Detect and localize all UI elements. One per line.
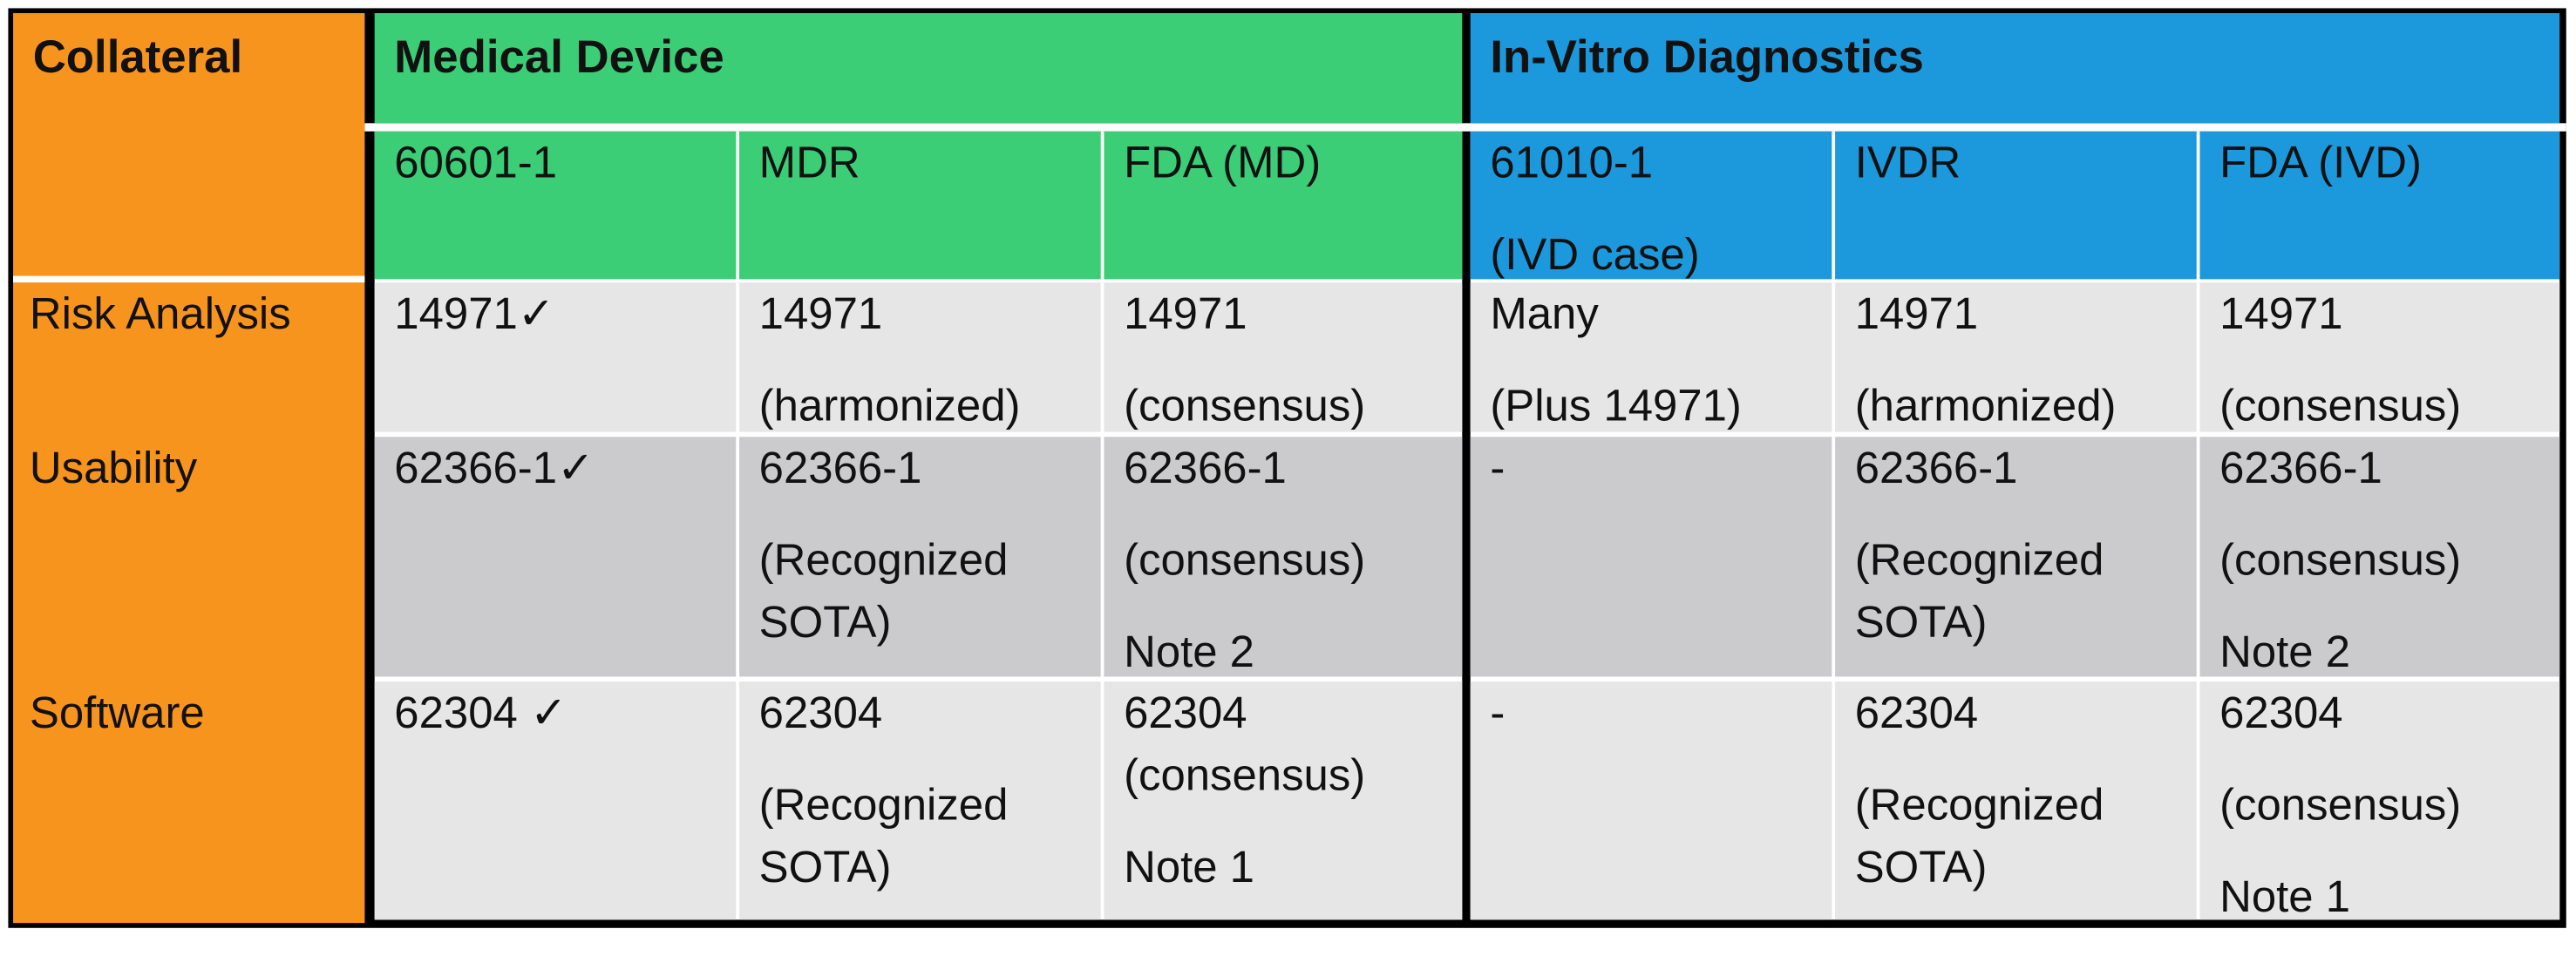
column-header-text: 60601-1 [394,138,558,187]
cell-text: - [1490,443,1505,493]
table-cell: 62366-1 (consensus) Note 2 [2199,437,2560,677]
cell-text: 62366-1 [1124,443,1287,493]
cell-text: (consensus) [2219,780,2462,830]
cell-text: (Recognized SOTA) [1854,780,2104,892]
cell-text: 14971 [1124,288,1247,339]
cell-text: 62304 [1854,688,1979,738]
group-header: Medical Device [374,13,1463,124]
table-cell: 62304 (consensus) Note 1 [2199,681,2560,921]
cell-text: Many [1490,288,1599,339]
cell-text: 62304 [758,688,883,738]
cell-text: (consensus) [1124,381,1366,431]
column-header-text: FDA (IVD) [2219,138,2422,187]
cell-text: 14971 [2219,288,2343,339]
row-label: Software [29,688,205,738]
cell-text: 62366-1 [1854,443,2018,493]
column-header-text: MDR [758,138,860,187]
cell-text: (Recognized SOTA) [758,535,1009,648]
cell-text: (consensus) [2219,381,2462,431]
column-header-text: FDA (MD) [1124,138,1322,187]
column-header: 61010-1 (IVD case) [1470,131,1832,280]
table-cell: 14971 (harmonized) [1835,282,2197,432]
cell-text: (Recognized SOTA) [1854,535,2104,648]
table-cell: 62366-1 (consensus) Note 2 [1104,437,1463,677]
cell-text: 62304 ✓ [394,688,568,738]
table-cell: - [1470,681,1832,920]
cell-text: 14971✓ [394,288,555,339]
table-cell: 62366-1 (Recognized SOTA) [1835,437,2197,677]
table-cell: 62366-1✓ [374,437,737,677]
cell-text: 14971 [1854,288,1979,339]
table-cell: 62304 (consensus) Note 1 [1104,681,1463,920]
cell-text: Note 2 [1124,627,1255,677]
table-cell: 14971✓ [374,282,737,432]
column-header: FDA (MD) [1104,131,1463,280]
divider [364,123,2566,132]
column-header-text: (IVD case) [1490,229,1700,280]
column-header: 60601-1 [374,131,737,280]
table-cell: 62304 (Recognized SOTA) [739,681,1101,920]
column-header: MDR [739,131,1101,280]
cell-text: (Plus 14971) [1490,381,1742,431]
cell-text: Note 2 [2219,627,2351,677]
cell-text: Note 1 [1124,842,1255,892]
cell-text: Note 1 [2219,871,2351,922]
cell-text: (consensus) [1124,535,1366,585]
cell-text: 14971 [758,288,883,339]
column-header-text: IVDR [1854,138,1961,187]
table-cell: 62304 ✓ [374,681,737,920]
row-label: Risk Analysis [29,288,291,339]
cell-text: 62366-1 [758,443,922,493]
cell-text: (consensus) [2219,535,2462,585]
table-cell: 14971 (consensus) [1104,282,1463,432]
column-header: IVDR [1835,131,2197,280]
divider [13,275,365,283]
table-cell: 62366-1 (Recognized SOTA) [739,437,1101,677]
cell-text: (harmonized) [1854,381,2117,431]
column-header-text: 61010-1 [1490,138,1654,187]
group-header: In-Vitro Diagnostics [1470,13,2560,124]
table-cell: Many (Plus 14971) [1470,282,1832,432]
cell-text: 62366-1 [2219,443,2382,493]
table-cell: 62304 (Recognized SOTA) [1835,681,2197,920]
cell-text: - [1490,688,1505,738]
cell-text: 62304 [2219,688,2343,738]
table-cell: 14971 (consensus) [2199,282,2560,432]
table-cell: - [1470,437,1832,677]
row-label: Usability [29,443,198,493]
column-header: FDA (IVD) [2199,131,2560,280]
cell-text: (harmonized) [758,381,1021,431]
collateral-column: Collateral [13,13,365,924]
table-cell: 14971 (harmonized) [739,282,1101,432]
cell-text: (Recognized SOTA) [758,780,1009,892]
cell-text: 62366-1✓ [394,443,595,493]
cell-text: 62304 (consensus) [1124,688,1366,800]
